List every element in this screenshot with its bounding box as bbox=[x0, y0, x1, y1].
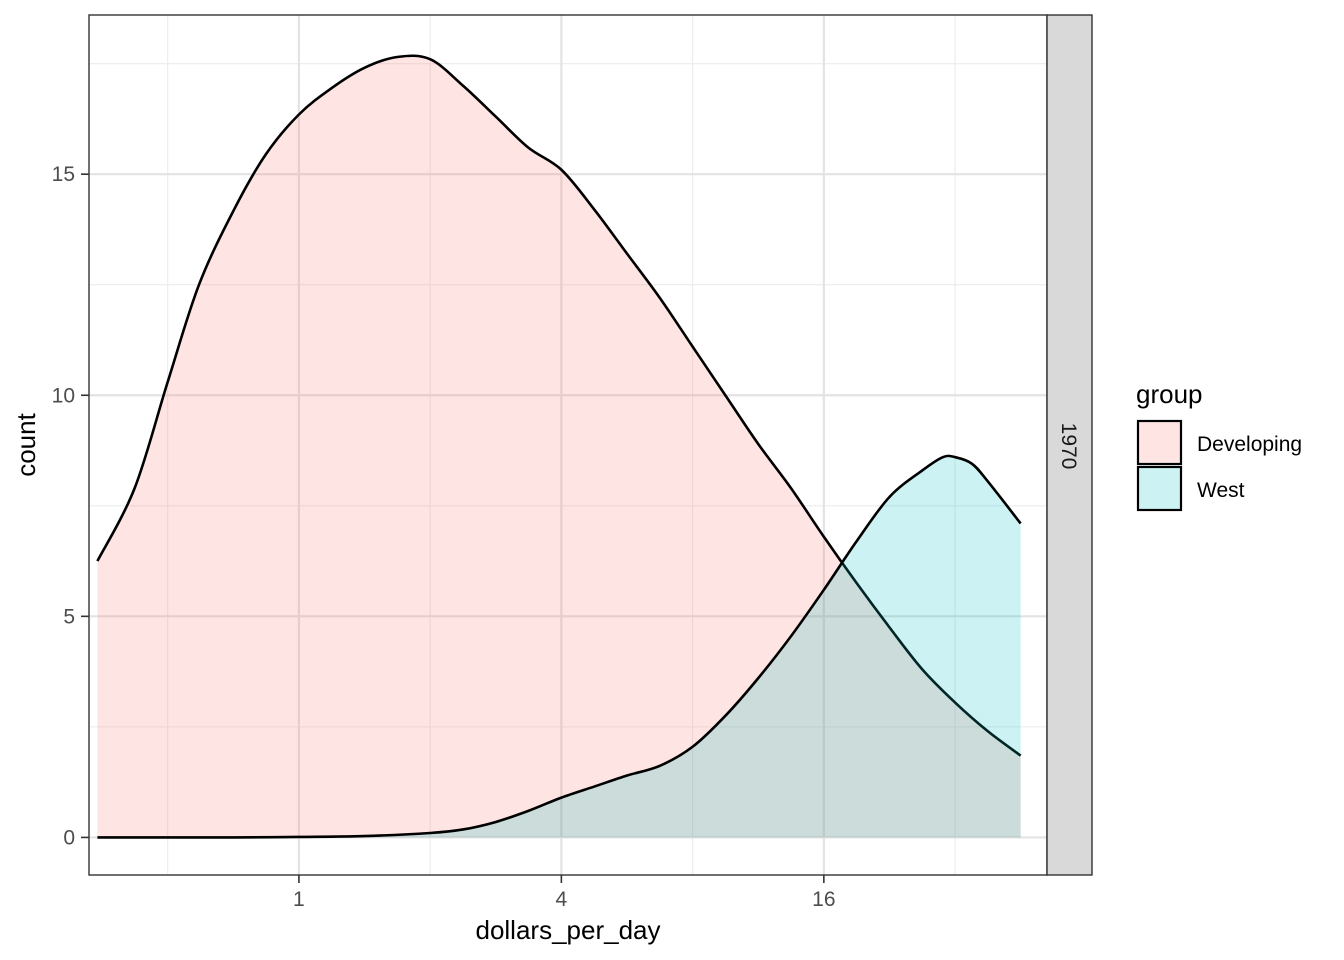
legend-label-developing: Developing bbox=[1197, 433, 1302, 456]
panel-background bbox=[89, 15, 1047, 875]
y-tick-label-0: 0 bbox=[63, 826, 75, 849]
legend-key-developing bbox=[1136, 419, 1183, 466]
grid-minor bbox=[89, 15, 1047, 875]
legend-key-west bbox=[1136, 465, 1183, 512]
x-tick-label-2: 16 bbox=[812, 888, 835, 911]
y-axis: 0 5 10 15 bbox=[52, 163, 89, 849]
legend-title: group bbox=[1136, 379, 1203, 409]
x-axis: 1 4 16 bbox=[293, 875, 836, 911]
legend-label-west: West bbox=[1197, 479, 1245, 502]
x-tick-label-0: 1 bbox=[293, 888, 305, 911]
x-axis-title: dollars_per_day bbox=[475, 915, 660, 945]
density-areas bbox=[96, 54, 1022, 839]
facet-strip: 1970 bbox=[1046, 14, 1093, 876]
y-tick-label-3: 15 bbox=[52, 163, 75, 186]
facet-strip-background bbox=[1046, 14, 1093, 876]
y-axis-title: count bbox=[11, 412, 41, 476]
density-line-west bbox=[97, 454, 1022, 839]
area-fill-developing bbox=[97, 55, 1021, 838]
density-line-developing bbox=[96, 54, 1022, 757]
facet-strip-label: 1970 bbox=[1057, 423, 1080, 470]
legend-item-developing: Developing bbox=[1136, 419, 1302, 466]
area-fill-west bbox=[97, 455, 1021, 838]
legend: group Developing West bbox=[1136, 379, 1302, 512]
x-tick-label-1: 4 bbox=[556, 888, 568, 911]
legend-item-west: West bbox=[1136, 465, 1245, 512]
y-tick-label-2: 10 bbox=[52, 384, 75, 407]
y-tick-label-1: 5 bbox=[63, 605, 75, 628]
